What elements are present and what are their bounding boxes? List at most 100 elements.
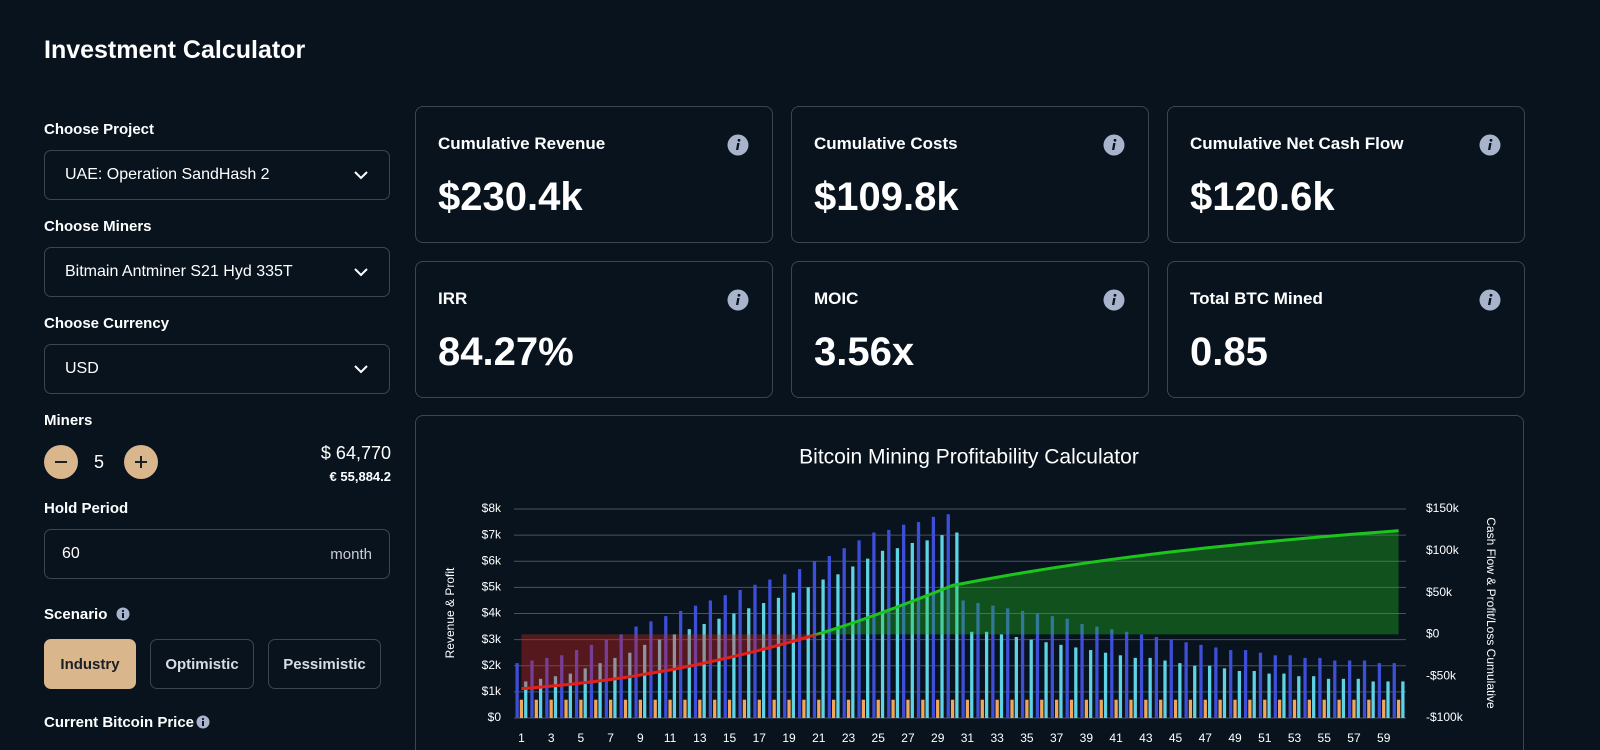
bar (1169, 639, 1173, 718)
info-icon[interactable] (727, 289, 749, 316)
bar (1025, 699, 1029, 718)
y2-tick-label: $100k (1426, 543, 1460, 557)
info-icon[interactable] (1479, 134, 1501, 161)
bar (653, 699, 657, 718)
x-tick-label: 1 (518, 731, 525, 745)
select-value: Bitmain Antminer S21 Hyd 335T (65, 263, 293, 280)
y-tick-label: $0 (488, 710, 502, 724)
miner-count: 5 (94, 452, 105, 472)
bar (1371, 681, 1375, 718)
bar (657, 639, 662, 718)
chart-card: Bitcoin Mining Profitability Calculator … (415, 415, 1524, 750)
plus-icon (135, 456, 147, 468)
bar (668, 699, 672, 718)
info-icon[interactable] (727, 134, 749, 161)
bar (1193, 665, 1197, 718)
bar (866, 558, 870, 718)
bar (623, 699, 628, 718)
miner-select[interactable]: Bitmain Antminer S21 Hyd 335T (44, 247, 390, 297)
x-tick-label: 47 (1199, 731, 1213, 745)
bar (1050, 616, 1054, 718)
y2-axis-label: Cash Flow & Profit/Loss Cumulative (1484, 517, 1498, 709)
area (521, 530, 1399, 689)
bar (1010, 699, 1014, 718)
metric-card: Cumulative Costs $109.8k (791, 106, 1149, 243)
bar (594, 699, 598, 718)
bar (1020, 610, 1025, 718)
x-tick-label: 51 (1258, 731, 1272, 745)
bar (1322, 699, 1326, 718)
project-select[interactable]: UAE: Operation SandHash 2 (44, 150, 390, 200)
currency-select[interactable]: USD (44, 344, 390, 394)
x-tick-label: 29 (931, 731, 945, 745)
bar (1386, 681, 1390, 718)
bar (995, 699, 999, 718)
bar (1337, 699, 1341, 718)
metric-value: 84.27% (438, 330, 574, 374)
bar (999, 634, 1004, 718)
increment-button[interactable] (124, 445, 158, 479)
decrement-button[interactable] (44, 445, 78, 479)
y-tick-label: $8k (482, 501, 502, 515)
bar (991, 605, 995, 718)
select-value: UAE: Operation SandHash 2 (65, 166, 270, 183)
line (521, 529, 1399, 691)
bar (1243, 650, 1248, 718)
y-tick-label: $2k (482, 658, 502, 672)
bar (1348, 660, 1352, 718)
metric-card: Cumulative Revenue $230.4k (415, 106, 773, 243)
x-tick-label: 7 (607, 731, 614, 745)
bar (1089, 650, 1093, 718)
bar (524, 681, 528, 718)
bar (717, 618, 721, 718)
bar (1110, 629, 1114, 718)
bar (672, 634, 677, 718)
bar (1237, 670, 1241, 718)
bar (783, 574, 787, 718)
bar (1065, 618, 1069, 718)
bar (1173, 699, 1178, 718)
bar (1095, 626, 1099, 718)
bar (732, 613, 736, 718)
bar (821, 579, 825, 718)
hold-period-input[interactable]: 60 month (44, 529, 390, 579)
x-tick-label: 37 (1050, 731, 1064, 745)
info-icon[interactable] (1103, 134, 1125, 161)
price-eur: € 55,884.2 (329, 469, 391, 484)
metric-card: Total BTC Mined 0.85 (1167, 261, 1525, 398)
bar (1163, 660, 1167, 718)
bar (1069, 699, 1074, 718)
x-tick-label: 21 (812, 731, 826, 745)
metric-card: MOIC 3.56x (791, 261, 1149, 398)
scenario-button[interactable]: Industry (44, 639, 136, 689)
info-icon[interactable] (1103, 289, 1125, 316)
x-tick-label: 15 (723, 731, 737, 745)
y-tick-label: $1k (482, 684, 502, 698)
bar (950, 699, 955, 718)
bar (817, 699, 821, 718)
scenario-button[interactable]: Pessimistic (268, 639, 381, 689)
bar (1178, 663, 1182, 718)
bar (1129, 699, 1133, 718)
input-value: 60 (62, 545, 80, 562)
info-icon[interactable] (196, 715, 210, 729)
bar (1392, 663, 1396, 718)
bar (1396, 699, 1401, 718)
scenario-button[interactable]: Optimistic (150, 639, 254, 689)
info-icon[interactable] (116, 607, 130, 621)
bar (1252, 670, 1256, 718)
bar (1352, 699, 1356, 718)
x-tick-label: 57 (1347, 731, 1361, 745)
metric-value: 3.56x (814, 330, 915, 374)
bar (1218, 699, 1222, 718)
bar (1125, 631, 1129, 718)
metric-label: Total BTC Mined (1190, 289, 1323, 308)
bar (1401, 681, 1405, 718)
bar (1267, 673, 1271, 718)
bar (1114, 699, 1118, 718)
metric-label: Cumulative Costs (814, 134, 958, 153)
info-icon[interactable] (1479, 289, 1501, 316)
x-tick-label: 35 (1020, 731, 1034, 745)
bar (1203, 699, 1207, 718)
